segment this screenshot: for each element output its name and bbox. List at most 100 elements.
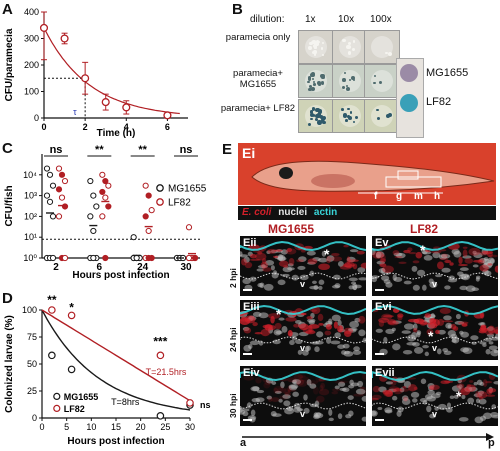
y-tick-label: 0 <box>32 413 37 423</box>
nucleus <box>357 380 364 388</box>
nucleus <box>334 385 340 390</box>
panel-label-c: C <box>2 140 13 157</box>
nucleus <box>256 389 265 394</box>
ecoli-signal <box>372 251 384 259</box>
ecoli-signal <box>267 248 276 254</box>
ecoli-signal <box>286 247 293 252</box>
data-point <box>48 351 56 360</box>
ecoli-signal <box>331 252 340 257</box>
nucleus <box>392 343 401 351</box>
ecoli-signal <box>479 327 489 332</box>
ecoli-signal <box>270 397 280 402</box>
scale-bar <box>243 353 252 355</box>
nucleus <box>332 274 341 280</box>
panel-label-e: E <box>222 141 233 158</box>
fit-curve <box>43 27 180 115</box>
data-point <box>39 23 49 32</box>
x-tick-label: 5 <box>64 422 69 432</box>
nucleus <box>246 402 252 409</box>
nucleus <box>410 391 420 398</box>
ecoli-signal <box>332 388 341 392</box>
micrograph-label: Evii <box>375 367 395 379</box>
nucleus <box>257 265 268 269</box>
data-point <box>43 192 51 199</box>
ecoli-signal <box>426 328 434 336</box>
nucleus <box>377 407 383 411</box>
colony <box>373 81 377 85</box>
colony <box>345 84 349 88</box>
nucleus <box>280 381 285 389</box>
nucleus <box>283 400 291 407</box>
data-point <box>105 203 112 210</box>
side-label-lf82: LF82 <box>426 96 452 108</box>
ecoli-signal <box>296 259 304 263</box>
ecoli-signal <box>462 249 468 257</box>
ecoli-signal <box>479 311 485 319</box>
ecoli-signal <box>331 391 339 395</box>
colony <box>321 47 324 50</box>
data-point <box>43 165 51 172</box>
nucleus <box>435 274 443 278</box>
ecoli-signal <box>412 327 418 333</box>
nucleus <box>243 344 252 352</box>
ecoli-signal <box>264 379 272 386</box>
nucleus <box>393 252 403 257</box>
nucleus <box>424 351 430 357</box>
scale-bar <box>243 289 252 291</box>
data-point <box>185 254 193 262</box>
ecoli-signal <box>318 322 324 326</box>
nucleus <box>475 275 481 280</box>
micrograph-image <box>372 370 498 424</box>
basal-outline <box>240 336 366 344</box>
ecoli-signal <box>379 263 387 268</box>
colony <box>313 82 316 86</box>
colony <box>388 113 393 118</box>
nucleus <box>293 406 302 413</box>
y-axis-label: CFU/fish <box>4 185 15 226</box>
nucleus <box>303 407 310 414</box>
panel-d-chart: 0 25 50 75 100 0 5 10 15 20 25 30 Hours post infecti… <box>4 293 211 447</box>
ecoli-signal <box>485 394 496 397</box>
colony <box>318 83 321 86</box>
ecoli-signal <box>392 250 400 256</box>
colony <box>342 113 347 118</box>
nucleus <box>403 323 414 330</box>
panel-label-b: B <box>232 1 243 18</box>
ecoli-signal <box>243 375 255 381</box>
nucleus <box>309 383 317 389</box>
nucleus <box>314 412 324 419</box>
nucleus <box>458 417 469 422</box>
nucleus <box>393 277 403 283</box>
nucleus <box>412 284 420 291</box>
x-tick-label: 20 <box>136 422 146 432</box>
ecoli-signal <box>288 258 295 266</box>
data-point <box>130 234 137 241</box>
nucleus <box>318 279 325 285</box>
ecoli-signal <box>413 386 418 391</box>
nucleus <box>341 350 347 355</box>
nucleus <box>403 280 412 285</box>
nucleus <box>455 313 461 320</box>
data-point <box>55 186 63 193</box>
nucleus <box>353 346 360 352</box>
star-marker: * <box>420 242 426 258</box>
ecoli-signal <box>372 394 382 400</box>
nucleus <box>306 379 312 386</box>
nucleus <box>318 285 323 290</box>
significance-label: ns <box>180 144 193 156</box>
nucleus <box>495 333 498 340</box>
colony <box>348 51 352 55</box>
colony <box>308 87 312 91</box>
data-point <box>99 213 106 220</box>
data-point <box>191 254 199 262</box>
nucleus <box>493 381 498 385</box>
plate-row-label: paramecia+ MG1655 <box>233 68 283 90</box>
nucleus <box>321 250 327 257</box>
ecoli-signal <box>297 374 306 378</box>
ecoli-signal <box>263 382 271 389</box>
ecoli-signal <box>394 255 403 259</box>
nucleus <box>488 345 498 351</box>
nucleus <box>272 413 282 417</box>
ecoli-signal <box>305 330 316 335</box>
data-point <box>58 194 66 201</box>
